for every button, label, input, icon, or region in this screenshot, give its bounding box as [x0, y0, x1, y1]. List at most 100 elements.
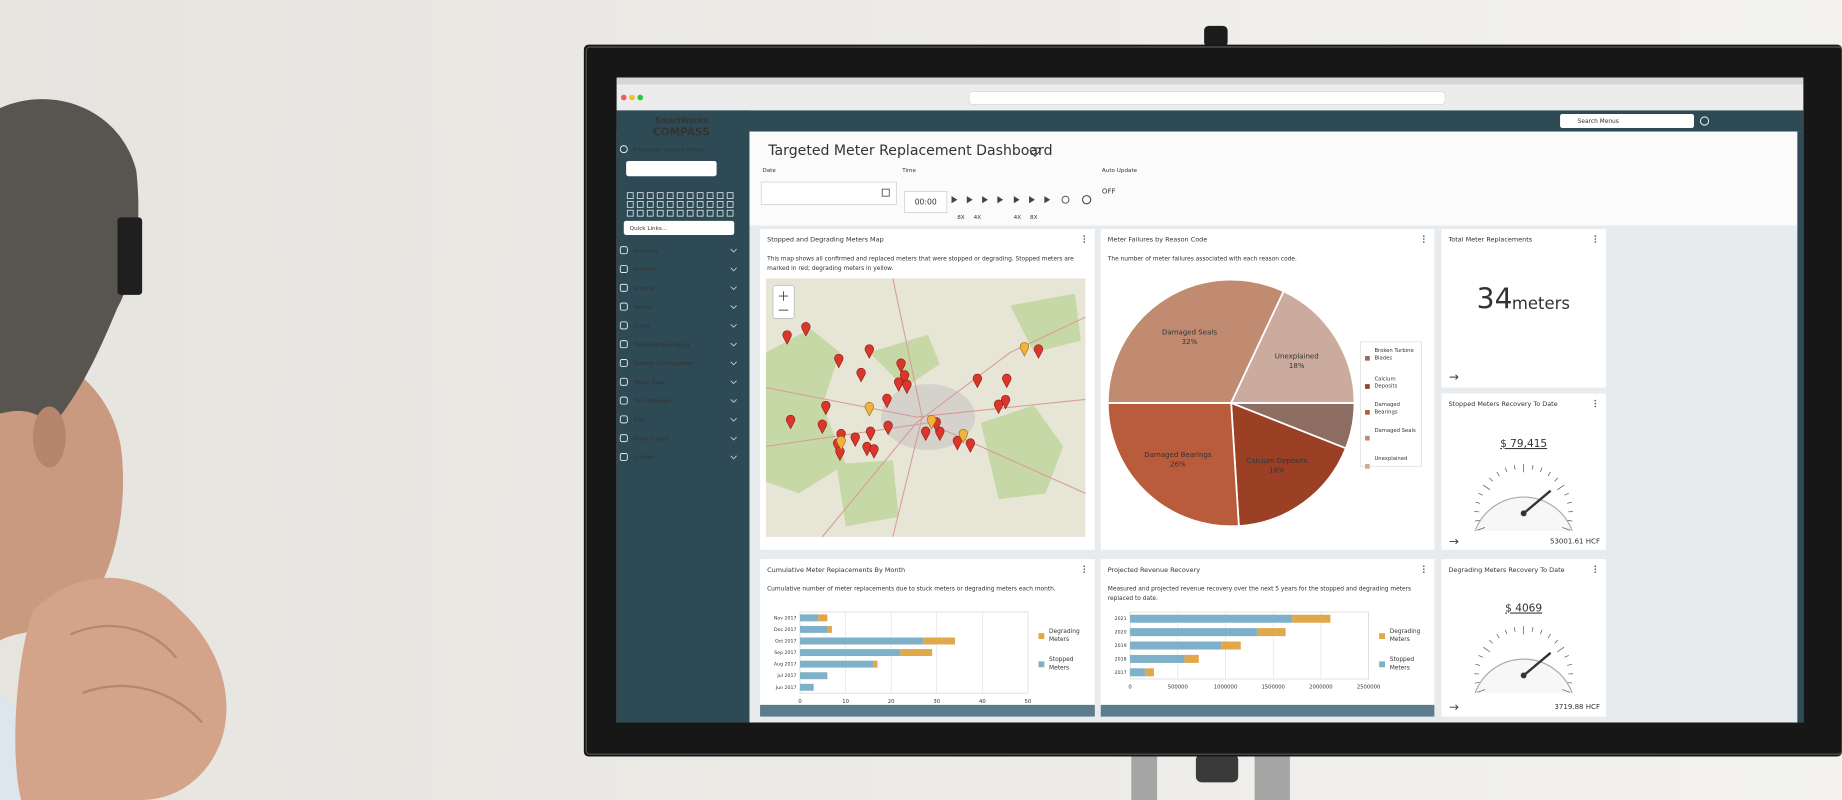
map-pin[interactable] [1002, 373, 1012, 389]
bar-segment[interactable] [800, 614, 819, 622]
search-box[interactable] [1560, 113, 1694, 129]
card-menu-dot[interactable] [1083, 568, 1086, 570]
playback-button[interactable] [997, 196, 1004, 204]
tool-icon[interactable] [656, 209, 664, 217]
map-pin[interactable] [834, 353, 844, 369]
map-pin[interactable] [856, 368, 866, 383]
tool-icon[interactable] [666, 209, 674, 217]
tool-icon[interactable] [656, 201, 664, 208]
recovery-amount[interactable]: $ 79,415 [1500, 438, 1547, 450]
map-pin[interactable] [972, 373, 982, 389]
map-pin[interactable] [786, 414, 796, 430]
tool-icon[interactable] [626, 209, 634, 217]
card-arrow[interactable] [1449, 538, 1459, 545]
card-menu-dot[interactable] [1083, 241, 1086, 243]
bar-segment[interactable] [827, 625, 832, 633]
url-bar[interactable] [968, 91, 1446, 105]
playback-button[interactable] [966, 196, 973, 204]
card-menu-dot[interactable] [1083, 565, 1086, 568]
menu-item[interactable]: Meter Data [633, 380, 665, 386]
window-button[interactable] [637, 94, 644, 101]
card-menu-dot[interactable] [1594, 402, 1597, 405]
tool-icon[interactable] [716, 209, 724, 217]
tool-icon[interactable] [656, 192, 664, 199]
map-pin[interactable] [921, 426, 931, 442]
share-icon[interactable] [1061, 195, 1070, 204]
menu-chevron[interactable] [730, 361, 737, 366]
card-menu-dot[interactable] [1594, 571, 1597, 573]
bar-segment[interactable] [800, 649, 901, 657]
map-pin[interactable] [836, 436, 846, 451]
bar-segment[interactable] [818, 614, 828, 622]
map-pin[interactable] [864, 344, 874, 359]
bar-segment[interactable] [1256, 628, 1286, 637]
tool-icon[interactable] [706, 209, 714, 217]
bar-segment[interactable] [800, 637, 924, 645]
menu-chevron[interactable] [730, 286, 737, 291]
menu-chevron[interactable] [730, 267, 737, 272]
tool-icon[interactable] [666, 192, 674, 199]
speed-label[interactable]: 4X [974, 215, 982, 221]
tool-icon[interactable] [646, 209, 654, 217]
map-pin[interactable] [952, 436, 963, 451]
tool-icon[interactable] [626, 201, 634, 208]
card-menu-dot[interactable] [1083, 238, 1086, 240]
card-menu-dot[interactable] [1083, 571, 1086, 573]
map-pin[interactable] [801, 322, 811, 337]
map-pin[interactable] [899, 370, 910, 385]
menu-chevron[interactable] [730, 455, 737, 460]
playback-button[interactable] [1029, 196, 1035, 204]
map-pin[interactable] [883, 420, 893, 436]
tool-icon[interactable] [696, 209, 704, 217]
tool-icon[interactable] [666, 201, 674, 208]
speed-label[interactable]: 4X [1014, 215, 1022, 221]
map-pin[interactable] [821, 400, 831, 416]
tool-icon[interactable] [676, 201, 684, 208]
time-input[interactable] [904, 191, 948, 213]
card-menu-dot[interactable] [1422, 571, 1425, 573]
playback-button[interactable] [1044, 196, 1051, 204]
map-pin[interactable] [864, 402, 874, 417]
menu-chevron[interactable] [730, 323, 737, 328]
map-pin[interactable] [935, 426, 945, 442]
card-menu-dot[interactable] [1594, 241, 1597, 243]
tool-icon[interactable] [706, 201, 714, 208]
bar-segment[interactable] [1130, 641, 1222, 650]
tool-icon[interactable] [676, 192, 684, 199]
menu-item[interactable]: System Configuration [633, 361, 694, 367]
map-pin[interactable] [958, 429, 968, 444]
bar-segment[interactable] [1221, 641, 1241, 650]
card-menu-dot[interactable] [1422, 568, 1425, 570]
map-pin[interactable] [1033, 344, 1044, 359]
time-value[interactable]: 00:00 [915, 198, 937, 207]
map-pin[interactable] [850, 432, 860, 448]
bar-segment[interactable] [800, 672, 828, 680]
bar-segment[interactable] [872, 660, 878, 668]
map-pin[interactable] [1019, 342, 1029, 357]
tool-icon[interactable] [726, 209, 734, 217]
bar-segment[interactable] [923, 637, 955, 645]
playback-button[interactable] [982, 196, 988, 204]
card-arrow[interactable] [1449, 704, 1459, 710]
menu-chevron[interactable] [730, 399, 737, 403]
tool-icon[interactable] [636, 201, 644, 208]
tool-icon[interactable] [706, 192, 714, 199]
menu-item[interactable]: Targeted Messaging [632, 342, 690, 348]
quick-links[interactable]: Quick Links... [630, 226, 668, 232]
card-menu-dot[interactable] [1594, 565, 1597, 568]
recovery-amount[interactable]: $ 4069 [1505, 603, 1542, 615]
menu-item[interactable]: Utilities [633, 455, 654, 461]
tool-icon[interactable] [626, 192, 634, 199]
calendar-icon[interactable] [881, 188, 890, 197]
menu-chevron[interactable] [730, 380, 737, 385]
bar-segment[interactable] [1145, 668, 1154, 677]
bar-segment[interactable] [800, 660, 873, 668]
tool-icon[interactable] [686, 201, 694, 208]
tool-icon[interactable] [646, 201, 654, 208]
window-button[interactable] [629, 94, 635, 101]
pie-slice[interactable] [1230, 401, 1347, 527]
menu-item[interactable]: Demo [633, 323, 650, 329]
tool-icon[interactable] [726, 192, 734, 199]
bar-segment[interactable] [800, 625, 828, 633]
tool-icon[interactable] [636, 209, 644, 217]
